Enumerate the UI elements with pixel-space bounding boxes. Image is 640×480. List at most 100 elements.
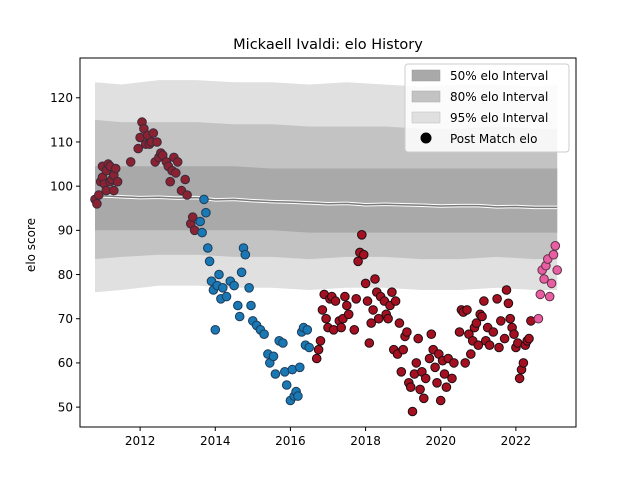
data-point — [484, 340, 495, 351]
data-point — [488, 327, 499, 337]
data-point — [201, 207, 211, 218]
median-line — [94, 195, 558, 209]
data-point — [362, 296, 373, 306]
data-point — [357, 230, 367, 240]
data-point — [349, 325, 360, 335]
legend-label-post-match: Post Match elo — [450, 132, 537, 146]
data-point — [496, 316, 506, 326]
data-point — [343, 309, 354, 320]
data-point — [234, 311, 245, 322]
data-point — [509, 329, 519, 340]
x-tick-label: 2020 — [425, 434, 456, 448]
legend-label-50: 50% elo Interval — [450, 69, 548, 83]
data-point — [182, 190, 192, 200]
data-point — [180, 174, 190, 185]
data-point — [499, 333, 510, 344]
data-point — [366, 318, 377, 328]
legend-swatch-95 — [411, 111, 441, 124]
data-point — [420, 373, 431, 384]
data-point — [479, 296, 489, 306]
data-point — [133, 143, 143, 154]
data-point — [544, 291, 555, 302]
data-point — [426, 329, 437, 340]
data-point — [304, 342, 315, 353]
data-point — [281, 380, 292, 390]
data-point — [383, 313, 393, 324]
chart-title: Mickaell Ivaldi: elo History — [233, 37, 423, 53]
data-point — [441, 382, 452, 393]
data-point — [218, 283, 228, 293]
data-point — [360, 278, 371, 289]
data-point — [411, 358, 422, 368]
data-point — [259, 329, 269, 340]
data-point — [405, 382, 416, 393]
legend: 50% elo Interval 80% elo Interval 95% el… — [404, 63, 570, 153]
data-point — [460, 358, 471, 368]
data-point — [295, 362, 305, 373]
x-tick-label: 2012 — [125, 434, 156, 448]
data-point — [197, 227, 207, 238]
y-tick-label: 50 — [58, 400, 73, 414]
data-point — [172, 157, 183, 167]
data-point — [415, 384, 425, 395]
data-point — [246, 300, 256, 311]
data-point — [336, 322, 347, 333]
data-point — [236, 267, 247, 278]
data-points — [90, 117, 563, 417]
data-point — [187, 212, 198, 222]
y-tick-label: 120 — [50, 91, 73, 105]
data-point — [233, 300, 243, 311]
data-point — [315, 336, 326, 346]
data-point — [387, 287, 397, 298]
data-point — [390, 296, 401, 306]
data-point — [430, 362, 440, 373]
x-tick-label: 2014 — [200, 434, 231, 448]
data-point — [199, 194, 209, 205]
legend-swatch-50 — [411, 69, 441, 82]
legend-marker-post-match — [420, 132, 432, 144]
data-point — [358, 249, 369, 260]
data-point — [148, 128, 159, 138]
data-point — [210, 325, 221, 335]
data-point — [435, 395, 446, 406]
data-point — [268, 351, 279, 362]
data-point — [112, 176, 123, 187]
data-point — [94, 190, 104, 200]
data-point — [110, 163, 121, 174]
data-point — [330, 296, 341, 306]
data-point — [477, 311, 487, 322]
data-point — [302, 325, 313, 335]
y-tick-label: 110 — [50, 135, 73, 149]
y-axis: 50 60 70 80 90 100 110 120 — [50, 91, 80, 414]
data-point — [407, 406, 418, 417]
data-point — [394, 318, 405, 328]
data-point — [494, 342, 504, 353]
data-point — [439, 369, 450, 379]
data-point — [539, 274, 549, 284]
data-point — [424, 353, 435, 364]
data-point — [152, 137, 162, 147]
data-point — [432, 378, 442, 388]
data-point — [313, 344, 324, 355]
legend-swatch-80 — [411, 90, 441, 103]
data-point — [402, 327, 412, 337]
data-point — [353, 256, 363, 267]
y-tick-label: 100 — [50, 179, 73, 193]
data-point — [396, 367, 407, 377]
data-point — [342, 300, 352, 311]
data-point — [505, 313, 516, 324]
data-point — [370, 274, 380, 284]
y-tick-label: 60 — [58, 356, 73, 370]
median-line-group — [94, 194, 558, 210]
data-point — [321, 313, 331, 324]
data-point — [535, 289, 546, 300]
data-point — [492, 294, 502, 304]
data-point — [270, 369, 281, 379]
data-point — [340, 291, 350, 302]
data-point — [278, 338, 288, 348]
data-point — [518, 358, 529, 368]
data-point — [413, 333, 424, 344]
data-point — [221, 291, 232, 302]
data-point — [466, 349, 476, 359]
